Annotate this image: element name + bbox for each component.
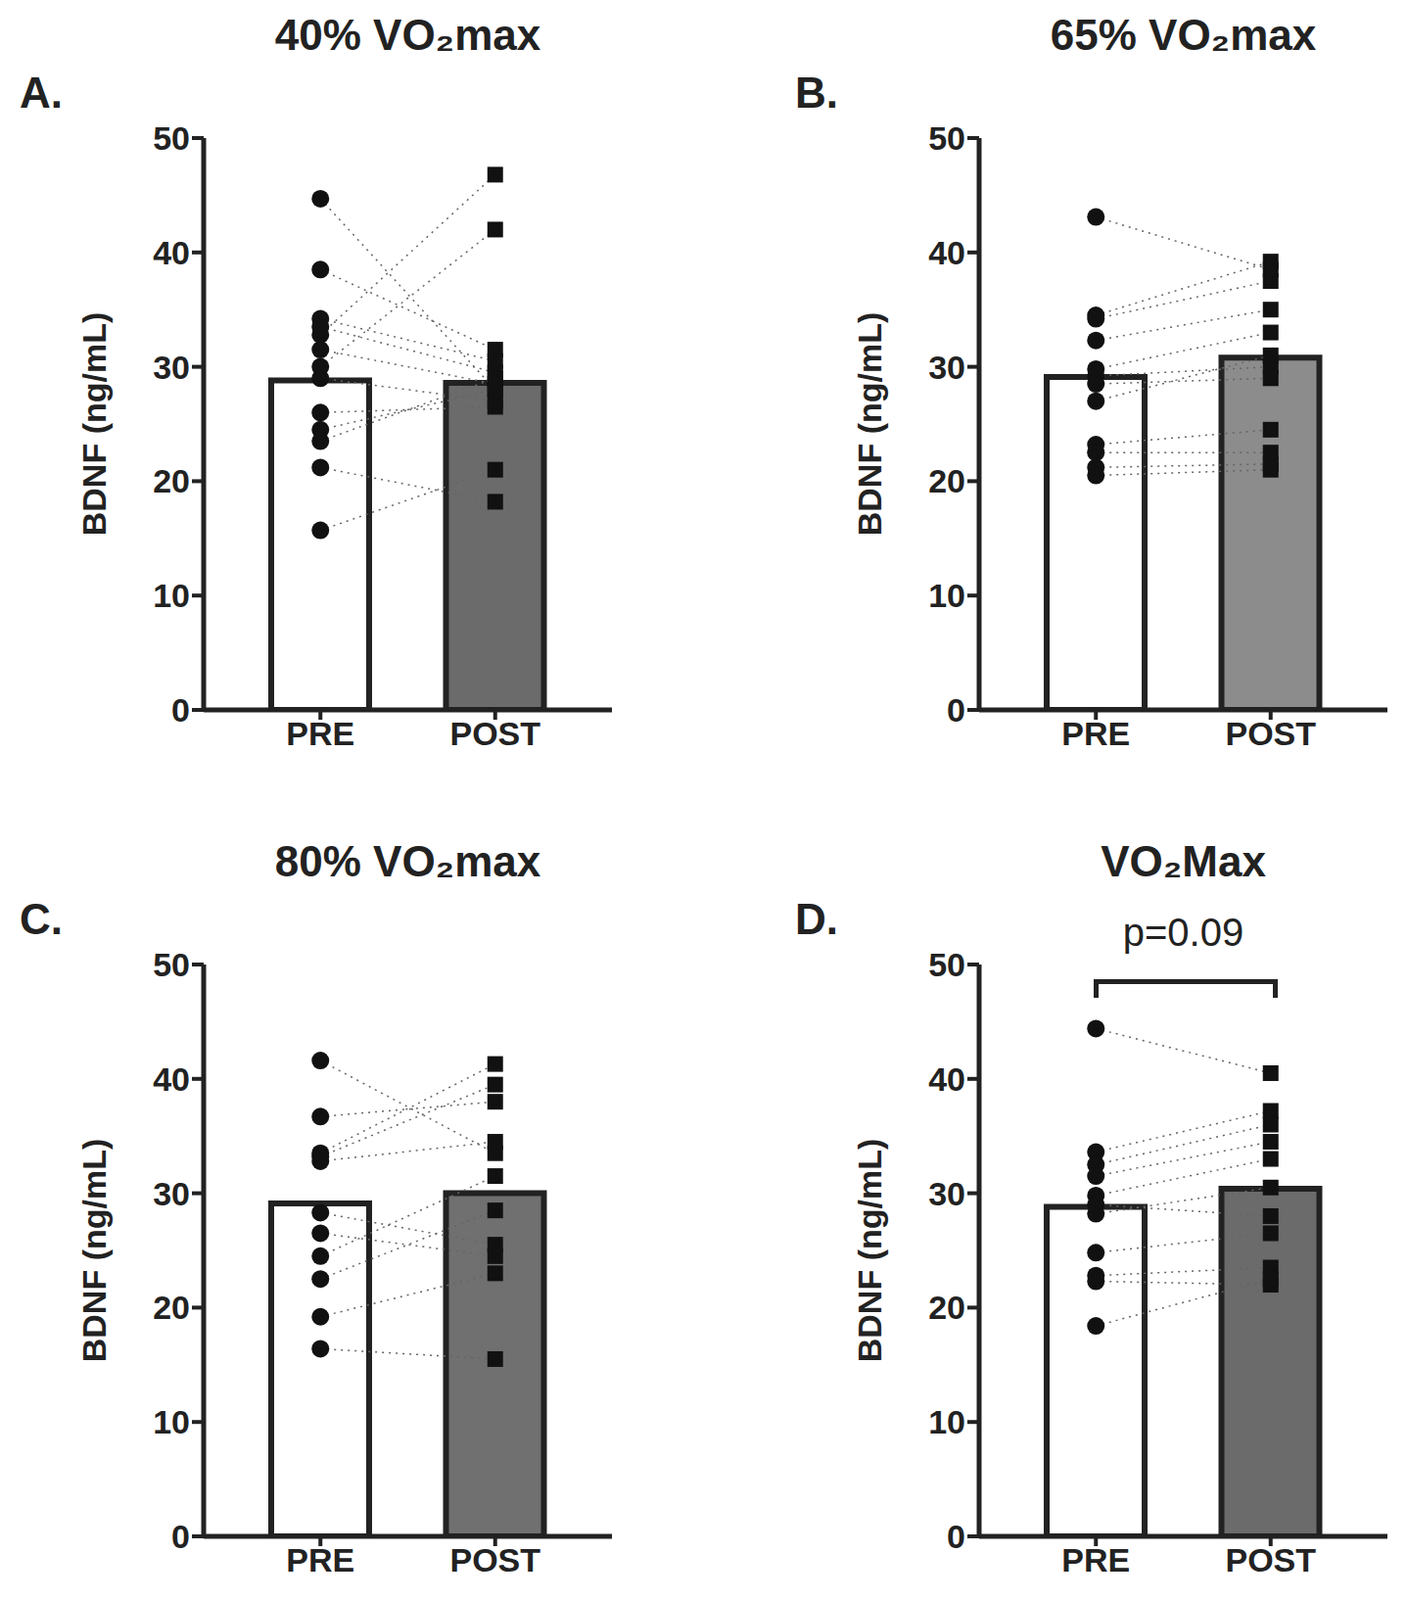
- svg-text:50: 50: [152, 119, 190, 157]
- svg-text:POST: POST: [1224, 714, 1316, 752]
- svg-text:BDNF (ng/mL): BDNF (ng/mL): [850, 1138, 889, 1363]
- html-text:80% VO₂max: 80% VO₂max: [274, 837, 541, 886]
- html-text:40% VO₂max: 40% VO₂max: [274, 10, 541, 59]
- html-text:B.: B.: [795, 68, 839, 117]
- svg-text:30: 30: [928, 348, 966, 386]
- svg-text:BDNF (ng/mL): BDNF (ng/mL): [850, 312, 889, 537]
- svg-text:40: 40: [928, 1060, 966, 1098]
- svg-text:30: 30: [928, 1174, 966, 1213]
- html-text:D.: D.: [795, 894, 839, 943]
- svg-text:PRE: PRE: [1061, 714, 1130, 752]
- svg-text:POST: POST: [449, 714, 541, 752]
- svg-text:50: 50: [928, 945, 966, 984]
- svg-text:10: 10: [152, 576, 190, 614]
- svg-text:0: 0: [171, 691, 190, 729]
- svg-text:0: 0: [946, 691, 966, 729]
- svg-text:20: 20: [152, 462, 190, 500]
- svg-text:POST: POST: [1224, 1541, 1316, 1579]
- svg-text:0: 0: [171, 1517, 190, 1555]
- svg-text:BDNF (ng/mL): BDNF (ng/mL): [75, 1138, 113, 1363]
- html-text:VO₂Max: VO₂Max: [1100, 837, 1266, 886]
- svg-text:10: 10: [152, 1403, 190, 1441]
- html-text:C.: C.: [19, 894, 63, 943]
- svg-text:40: 40: [152, 1060, 190, 1098]
- svg-text:50: 50: [152, 945, 190, 984]
- svg-text:BDNF (ng/mL): BDNF (ng/mL): [75, 312, 113, 537]
- svg-text:50: 50: [928, 119, 966, 157]
- svg-text:PRE: PRE: [285, 1541, 355, 1579]
- svg-text:20: 20: [928, 1288, 966, 1326]
- svg-text:20: 20: [928, 462, 966, 500]
- html-text:65% VO₂max: 65% VO₂max: [1050, 10, 1317, 59]
- svg-text:POST: POST: [449, 1541, 541, 1579]
- svg-text:10: 10: [928, 1403, 966, 1441]
- svg-text:10: 10: [928, 576, 966, 614]
- svg-text:PRE: PRE: [285, 714, 355, 752]
- svg-text:0: 0: [946, 1517, 966, 1555]
- svg-text:30: 30: [152, 1174, 190, 1213]
- svg-text:PRE: PRE: [1061, 1541, 1130, 1579]
- svg-text:30: 30: [152, 348, 190, 386]
- html-text:A.: A.: [19, 68, 63, 117]
- html-text:p=0.09: p=0.09: [1122, 910, 1244, 954]
- svg-text:40: 40: [152, 234, 190, 272]
- svg-text:20: 20: [152, 1288, 190, 1326]
- svg-text:40: 40: [928, 234, 966, 272]
